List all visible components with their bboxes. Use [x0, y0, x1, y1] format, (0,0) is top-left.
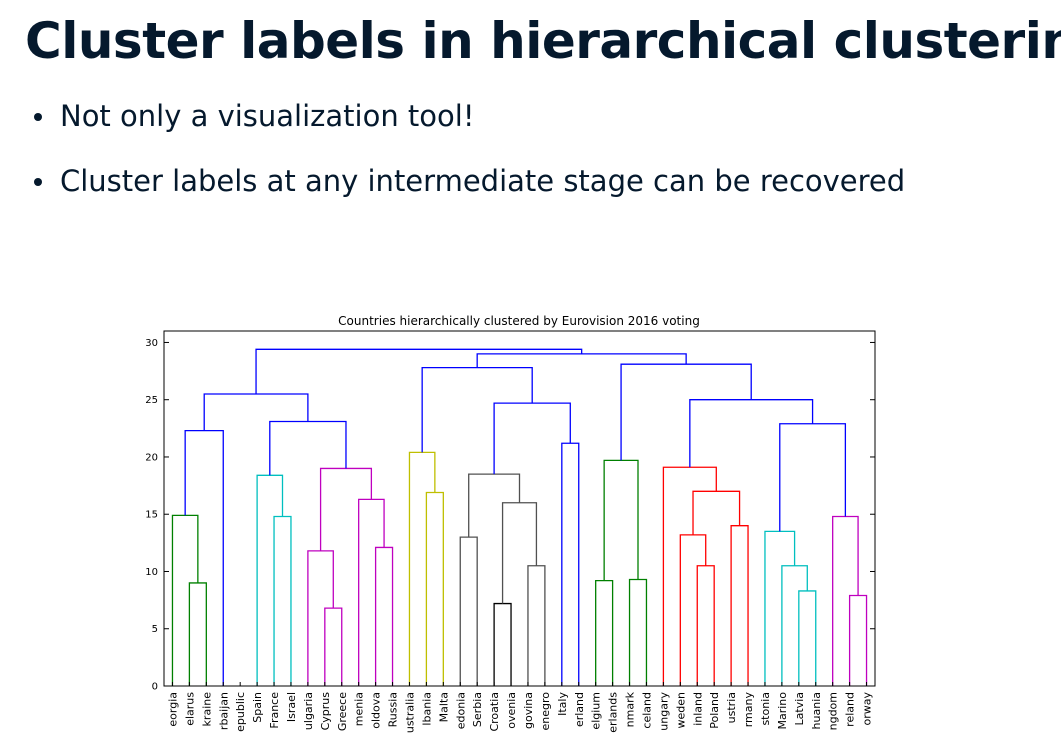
dendrogram-link	[421, 366, 533, 453]
dendrogram-link	[188, 582, 207, 686]
x-tick-label: enegro	[539, 692, 552, 731]
bullet-item: Cluster labels at any intermediate stage…	[30, 161, 905, 201]
dendrogram-link	[689, 399, 814, 468]
y-tick-label: 0	[152, 682, 158, 693]
x-tick-label: reland	[844, 692, 857, 727]
dendrogram-link	[848, 594, 868, 686]
x-tick-label: Malta	[437, 692, 450, 722]
x-tick-label: rmany	[742, 692, 755, 728]
dendrogram-link	[468, 473, 521, 538]
dendrogram-link	[561, 442, 580, 686]
dendrogram-link	[696, 565, 715, 686]
x-tick-label: erland	[573, 692, 586, 727]
dendrogram-link	[764, 530, 796, 686]
x-tick-label: ustria	[725, 692, 738, 723]
x-tick-label: France	[268, 692, 281, 729]
dendrogram-link	[358, 498, 385, 686]
x-tick-label: erlands	[607, 692, 620, 733]
dendrogram-link	[171, 514, 199, 686]
dendrogram-link	[620, 363, 752, 461]
bullet-item: Not only a visualization tool!	[30, 96, 905, 136]
plot-frame	[163, 330, 876, 687]
y-tick-label: 15	[145, 510, 158, 521]
x-tick-label: stonia	[759, 692, 772, 726]
dendrogram-link	[832, 515, 859, 686]
dendrogram-link	[662, 466, 717, 686]
dendrogram-link	[269, 420, 347, 476]
x-tick-label: ustralia	[403, 692, 416, 733]
dendrogram-link	[628, 578, 648, 686]
dendrogram-link	[798, 590, 817, 686]
dendrogram-link	[692, 490, 741, 535]
dendrogram-link	[476, 353, 687, 368]
y-tick-label: 30	[145, 338, 158, 349]
x-tick-label: epublic	[234, 692, 247, 732]
y-axis: 0 5 10 15 20 25 30	[145, 338, 875, 693]
dendrogram-link	[307, 550, 334, 686]
dendrogram-link	[425, 491, 444, 686]
dendrogram-link	[324, 607, 343, 686]
x-tick-label: menia	[353, 692, 366, 726]
dendrogram-link	[779, 423, 847, 532]
dendrogram-link	[184, 429, 224, 686]
x-tick-label: nmark	[624, 691, 637, 727]
y-tick-label: 10	[145, 567, 158, 578]
x-tick-label: ulgaria	[302, 692, 315, 730]
dendrogram-link	[603, 459, 639, 581]
x-tick-label: govina	[522, 692, 535, 729]
dendrogram-link	[527, 565, 546, 686]
x-axis: eorgia elarus kraine rbaijan epublic Spain Fra…	[166, 682, 874, 733]
dendrogram-link	[203, 393, 309, 431]
x-tick-label: ngdom	[827, 692, 840, 730]
y-tick-label: 25	[145, 395, 158, 406]
x-tick-label: Croatia	[488, 692, 501, 732]
dendrogram-link	[595, 579, 614, 686]
x-tick-label: celand	[640, 692, 653, 729]
dendrogram-link	[730, 525, 749, 686]
x-tick-label: ovenia	[505, 692, 518, 729]
chart-title: Countries hierarchically clustered by Eu…	[338, 314, 700, 328]
x-tick-label: rbaijan	[217, 692, 230, 730]
dendrogram-links	[171, 348, 868, 686]
y-tick-label: 20	[145, 452, 158, 463]
x-tick-label: edonia	[454, 692, 467, 729]
x-tick-label: eorgia	[166, 692, 179, 727]
x-tick-label: inland	[691, 692, 704, 726]
x-tick-label: Latvia	[793, 692, 806, 726]
dendrogram-link	[255, 348, 583, 394]
dendrogram-link	[493, 602, 512, 686]
bullet-list: Not only a visualization tool! Cluster l…	[30, 96, 905, 226]
x-tick-label: elgium	[590, 692, 603, 730]
dendrogram-link	[374, 546, 394, 686]
dendrogram-link	[501, 502, 538, 604]
x-tick-label: elarus	[183, 692, 196, 726]
x-tick-label: lbania	[420, 692, 433, 726]
x-tick-label: huania	[810, 692, 823, 729]
slide-title: Cluster labels in hierarchical clusterin…	[25, 12, 1061, 70]
x-tick-label: ungary	[657, 692, 670, 731]
x-tick-label: Serbia	[471, 692, 484, 727]
x-tick-label: Italy	[556, 692, 569, 716]
x-tick-label: Cyprus	[319, 692, 332, 731]
dendrogram-link	[781, 565, 808, 686]
x-tick-label: Spain	[251, 692, 264, 723]
x-tick-label: orway	[861, 692, 874, 726]
dendrogram-link	[273, 515, 292, 686]
dendrogram-link	[408, 451, 436, 686]
x-tick-label: Russia	[387, 692, 400, 727]
dendrogram-link	[319, 467, 373, 551]
x-tick-label: weden	[674, 692, 687, 729]
dendrogram-link	[493, 402, 571, 475]
x-tick-label: oldova	[370, 692, 383, 729]
x-tick-label: kraine	[200, 692, 213, 727]
x-tick-label: Greece	[336, 692, 349, 731]
dendrogram-link	[459, 536, 478, 686]
dendrogram-link	[256, 474, 284, 686]
y-tick-label: 5	[152, 624, 158, 635]
x-tick-label: Israel	[285, 692, 298, 722]
x-tick-label: Marino	[776, 692, 789, 730]
x-tick-label: Poland	[708, 692, 721, 729]
dendrogram-link	[679, 534, 707, 686]
